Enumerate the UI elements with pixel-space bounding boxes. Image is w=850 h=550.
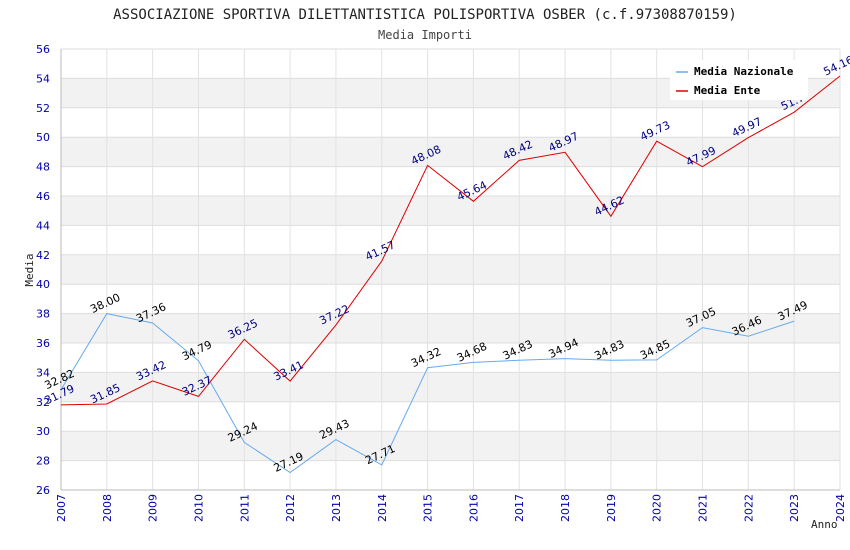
x-tick-label: 2016 bbox=[467, 494, 480, 522]
y-tick-label: 48 bbox=[36, 161, 50, 174]
legend: Media Nazionale Media Ente bbox=[670, 60, 808, 100]
y-tick-label: 50 bbox=[36, 131, 50, 144]
chart-title: ASSOCIAZIONE SPORTIVA DILETTANTISTICA PO… bbox=[113, 7, 737, 23]
legend-label-media-ente: Media Ente bbox=[694, 84, 761, 97]
y-tick-label: 42 bbox=[36, 249, 50, 262]
series-line-media-ente bbox=[60, 75, 841, 406]
y-tick-label: 30 bbox=[36, 425, 50, 438]
y-tick-label: 44 bbox=[36, 219, 50, 232]
y-tick-label: 54 bbox=[36, 72, 50, 85]
x-tick-label: 2014 bbox=[376, 494, 389, 522]
plot-background bbox=[61, 49, 840, 490]
x-axis-ticks: 2007 2008 2009 2010 2011 2012 2013 2014 2015 2016… bbox=[55, 494, 847, 522]
y-tick-label: 40 bbox=[36, 278, 50, 291]
x-tick-label: 2009 bbox=[147, 494, 160, 522]
x-tick-label: 2018 bbox=[559, 494, 572, 522]
y-tick-label: 34 bbox=[36, 366, 50, 379]
grid-band bbox=[61, 343, 840, 373]
x-tick-label: 2022 bbox=[742, 494, 755, 522]
x-tick-label: 2017 bbox=[513, 494, 526, 522]
y-tick-label: 26 bbox=[36, 484, 50, 497]
y-tick-label: 46 bbox=[36, 190, 50, 203]
grid-band bbox=[61, 372, 840, 402]
x-tick-label: 2019 bbox=[605, 494, 618, 522]
series-lines bbox=[60, 75, 841, 474]
x-tick-label: 2007 bbox=[55, 494, 68, 522]
y-tick-label: 32 bbox=[36, 396, 50, 409]
grid-band bbox=[61, 225, 840, 255]
y-tick-label: 56 bbox=[36, 43, 50, 56]
grid-band bbox=[61, 313, 840, 343]
grid-band bbox=[61, 460, 840, 490]
x-tick-label: 2012 bbox=[284, 494, 297, 522]
grid-band bbox=[61, 196, 840, 226]
x-tick-label: 2011 bbox=[238, 494, 251, 522]
x-axis-label: Anno bbox=[811, 518, 838, 531]
chart-subtitle: Media Importi bbox=[378, 28, 472, 42]
x-tick-label: 2008 bbox=[101, 494, 114, 522]
x-tick-label: 2020 bbox=[651, 494, 664, 522]
grid-band bbox=[61, 107, 840, 138]
y-axis-label: Media bbox=[23, 253, 36, 286]
x-tick-label: 2015 bbox=[422, 494, 435, 522]
y-tick-label: 36 bbox=[36, 337, 50, 350]
grid-band bbox=[61, 254, 840, 285]
x-tick-label: 2023 bbox=[788, 494, 801, 522]
x-tick-label: 2024 bbox=[834, 494, 847, 522]
x-tick-label: 2010 bbox=[192, 494, 205, 522]
grid-band bbox=[61, 284, 840, 314]
y-axis-ticks: 26 28 30 32 34 36 38 40 42 44 46 48 50 52 54 56 bbox=[36, 43, 50, 497]
y-tick-label: 28 bbox=[36, 455, 50, 468]
legend-box bbox=[670, 60, 808, 100]
grid-band bbox=[61, 166, 840, 196]
legend-label-media-nazionale: Media Nazionale bbox=[694, 65, 794, 78]
y-tick-label: 38 bbox=[36, 308, 50, 321]
series-line-media-nazionale bbox=[60, 313, 795, 474]
y-tick-label: 52 bbox=[36, 102, 50, 115]
x-tick-label: 2021 bbox=[697, 494, 710, 522]
grid-band bbox=[61, 137, 840, 167]
grid-lines bbox=[60, 48, 841, 491]
x-tick-label: 2013 bbox=[330, 494, 343, 522]
grid-band bbox=[61, 401, 840, 432]
grid-band bbox=[61, 431, 840, 461]
